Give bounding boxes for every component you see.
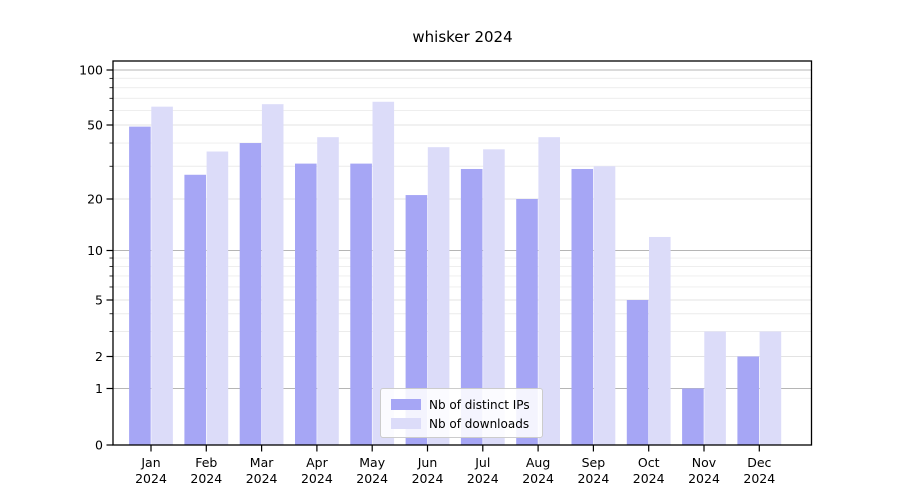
legend-item-downloads: Nb of downloads (381, 414, 542, 433)
legend-swatch-distinct-ips (391, 399, 421, 410)
x-tick-label-month-oct: Oct (638, 455, 660, 470)
bar-nb-of-downloads-mar-2024 (261, 104, 284, 446)
x-tick-label-year-jan: 2024 (135, 471, 167, 486)
x-tick-label-year-may: 2024 (356, 471, 388, 486)
y-tick-label-100: 100 (79, 63, 103, 78)
bar-nb-of-distinct-ips-sep-2024 (571, 168, 594, 446)
x-tick-label-month-may: May (359, 455, 385, 470)
chart-title: whisker 2024 (412, 28, 513, 46)
bar-nb-of-downloads-jun-2024 (427, 147, 450, 445)
y-tick-label-10: 10 (87, 243, 103, 258)
x-tick-label-month-aug: Aug (526, 455, 550, 470)
bar-nb-of-downloads-jan-2024 (151, 106, 173, 446)
legend-swatch-downloads (391, 418, 421, 429)
legend-item-distinct-ips: Nb of distinct IPs (381, 395, 542, 414)
x-tick-label-month-sep: Sep (582, 455, 606, 470)
y-tick-label-2: 2 (95, 349, 103, 364)
x-tick-label-year-oct: 2024 (633, 471, 665, 486)
bar-nb-of-distinct-ips-mar-2024 (239, 143, 262, 445)
legend: Nb of distinct IPs Nb of downloads (380, 388, 543, 438)
legend-label-distinct-ips: Nb of distinct IPs (429, 397, 530, 412)
bar-nb-of-distinct-ips-feb-2024 (184, 174, 206, 445)
bar-nb-of-downloads-feb-2024 (206, 151, 229, 445)
x-tick-label-year-jul: 2024 (467, 471, 499, 486)
x-tick-label-month-jul: Jul (474, 455, 490, 470)
y-tick-label-20: 20 (87, 192, 103, 207)
bar-nb-of-distinct-ips-jul-2024 (460, 168, 483, 446)
bar-nb-of-distinct-ips-aug-2024 (516, 199, 538, 445)
x-tick-label-year-feb: 2024 (190, 471, 222, 486)
x-tick-label-month-apr: Apr (306, 455, 328, 470)
bar-nb-of-downloads-oct-2024 (649, 236, 671, 445)
x-tick-label-year-apr: 2024 (301, 471, 333, 486)
bar-nb-of-downloads-may-2024 (372, 101, 395, 445)
x-tick-label-month-jan: Jan (140, 455, 160, 470)
y-tick-label-5: 5 (95, 293, 103, 308)
x-tick-label-year-sep: 2024 (577, 471, 609, 486)
x-tick-label-month-jun: Jun (417, 455, 438, 470)
x-tick-label-year-jun: 2024 (412, 471, 444, 486)
bar-nb-of-downloads-nov-2024 (704, 331, 726, 445)
bar-nb-of-distinct-ips-jan-2024 (129, 126, 151, 445)
y-tick-label-0: 0 (95, 438, 103, 453)
y-tick-label-1: 1 (95, 381, 103, 396)
bar-nb-of-distinct-ips-nov-2024 (682, 388, 704, 445)
bar-nb-of-distinct-ips-apr-2024 (295, 163, 317, 445)
bar-nb-of-distinct-ips-may-2024 (350, 163, 372, 445)
legend-label-downloads: Nb of downloads (429, 416, 530, 431)
bar-nb-of-downloads-apr-2024 (317, 137, 339, 445)
bar-nb-of-distinct-ips-dec-2024 (737, 356, 759, 445)
x-tick-label-month-feb: Feb (195, 455, 217, 470)
bar-nb-of-downloads-dec-2024 (759, 331, 782, 445)
x-tick-label-month-nov: Nov (692, 455, 717, 470)
bar-nb-of-downloads-jul-2024 (483, 149, 505, 445)
x-tick-label-year-dec: 2024 (743, 471, 775, 486)
bar-nb-of-distinct-ips-jun-2024 (405, 195, 428, 445)
x-tick-label-month-mar: Mar (250, 455, 274, 470)
bar-nb-of-downloads-aug-2024 (538, 137, 560, 445)
axes-border (112, 60, 813, 446)
bar-nb-of-downloads-sep-2024 (593, 166, 616, 446)
y-tick-label-50: 50 (87, 118, 103, 133)
x-tick-label-year-mar: 2024 (246, 471, 278, 486)
x-tick-label-year-aug: 2024 (522, 471, 554, 486)
bar-nb-of-distinct-ips-oct-2024 (626, 300, 649, 445)
x-tick-label-year-nov: 2024 (688, 471, 720, 486)
x-tick-label-month-dec: Dec (747, 455, 771, 470)
